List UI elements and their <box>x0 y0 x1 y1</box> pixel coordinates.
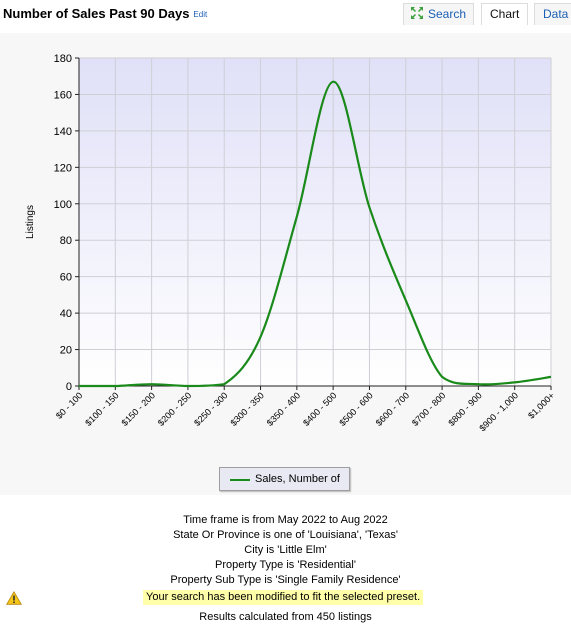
data-point <box>222 382 227 387</box>
chart-area: 0 20 40 60 80 100 120 140 160 180 $0 - 100 $100 - … <box>0 33 571 495</box>
chart-legend: Sales, Number of <box>219 467 350 491</box>
page-title: Number of Sales Past 90 Days Edit <box>3 6 207 21</box>
search-criteria: Time frame is from May 2022 to Aug 2022 … <box>0 513 571 588</box>
y-tick-label: 160 <box>54 89 72 101</box>
sales-line-chart: 0 20 40 60 80 100 120 140 160 180 $0 - 100$100 - … <box>25 53 556 433</box>
x-tick-label: $250 - 300 <box>192 390 230 428</box>
edit-title-link[interactable]: Edit <box>193 10 208 20</box>
x-tick-label: $800 - 900 <box>446 390 484 428</box>
plot-background <box>79 58 551 386</box>
data-point <box>149 382 154 387</box>
tab-data[interactable]: Data <box>534 3 571 25</box>
data-point <box>403 298 408 303</box>
criteria-line: State Or Province is one of 'Louisiana',… <box>173 529 398 541</box>
tab-chart-label: Chart <box>490 7 520 21</box>
criteria-line: City is 'Little Elm' <box>244 544 327 556</box>
tab-data-label: Data <box>543 7 569 21</box>
x-tick-label: $700 - 800 <box>410 390 448 428</box>
tab-chart[interactable]: Chart <box>481 3 528 25</box>
criteria-line: Property Sub Type is 'Single Family Resi… <box>170 574 401 586</box>
y-tick-label: 0 <box>66 381 72 393</box>
y-tick-label: 180 <box>54 53 72 65</box>
series-line-sales <box>79 80 552 388</box>
warning-triangle-icon <box>6 591 22 605</box>
results-summary: Results calculated from 450 listings <box>199 611 372 623</box>
data-point <box>185 384 190 389</box>
y-tick-label: 120 <box>54 162 72 174</box>
x-tick-label: $400 - 500 <box>301 390 339 428</box>
warning-row: Your search has been modified to fit the… <box>0 590 571 606</box>
legend-swatch <box>230 479 250 481</box>
data-point <box>549 374 554 379</box>
data-point <box>113 384 118 389</box>
x-tick-label: $300 - 350 <box>228 390 266 428</box>
expand-arrows-icon <box>411 7 423 19</box>
y-tick-label: 40 <box>60 308 72 320</box>
data-point <box>440 374 445 379</box>
y-tick-label: 60 <box>60 272 72 284</box>
criteria-line: Property Type is 'Residential' <box>215 559 356 571</box>
y-tick-label: 80 <box>60 235 72 247</box>
y-tick-label: 100 <box>54 199 72 211</box>
chart-header: Number of Sales Past 90 Days Edit Search … <box>0 0 571 30</box>
x-tick-label: $600 - 700 <box>374 390 412 428</box>
x-tick-label: $500 - 600 <box>337 390 375 428</box>
x-tick-label: $900 - 1,000 <box>477 390 520 433</box>
x-tick-label: $200 - 250 <box>156 390 194 428</box>
x-tick-label: $1,000+ <box>526 390 556 420</box>
y-axis-label: Listings <box>25 205 36 239</box>
data-point <box>512 380 517 385</box>
x-tick-label: $100 - 150 <box>83 390 121 428</box>
tab-search-label: Search <box>428 7 467 21</box>
warning-message: Your search has been modified to fit the… <box>143 590 424 605</box>
data-point <box>331 79 336 84</box>
criteria-line: Time frame is from May 2022 to Aug 2022 <box>183 514 388 526</box>
legend-label: Sales, Number of <box>255 473 340 485</box>
y-tick-label: 20 <box>60 345 72 357</box>
x-tick-label: $150 - 200 <box>120 390 158 428</box>
data-point <box>258 334 263 339</box>
data-point <box>367 205 372 210</box>
y-tick-label: 140 <box>54 126 72 138</box>
page-title-text: Number of Sales Past 90 Days <box>3 6 190 21</box>
x-tick-label: $350 - 400 <box>265 390 303 428</box>
data-point <box>294 214 299 219</box>
x-tick-label: $0 - 100 <box>54 390 84 420</box>
tab-search[interactable]: Search <box>403 3 474 25</box>
data-point <box>77 384 82 389</box>
data-point <box>476 382 481 387</box>
